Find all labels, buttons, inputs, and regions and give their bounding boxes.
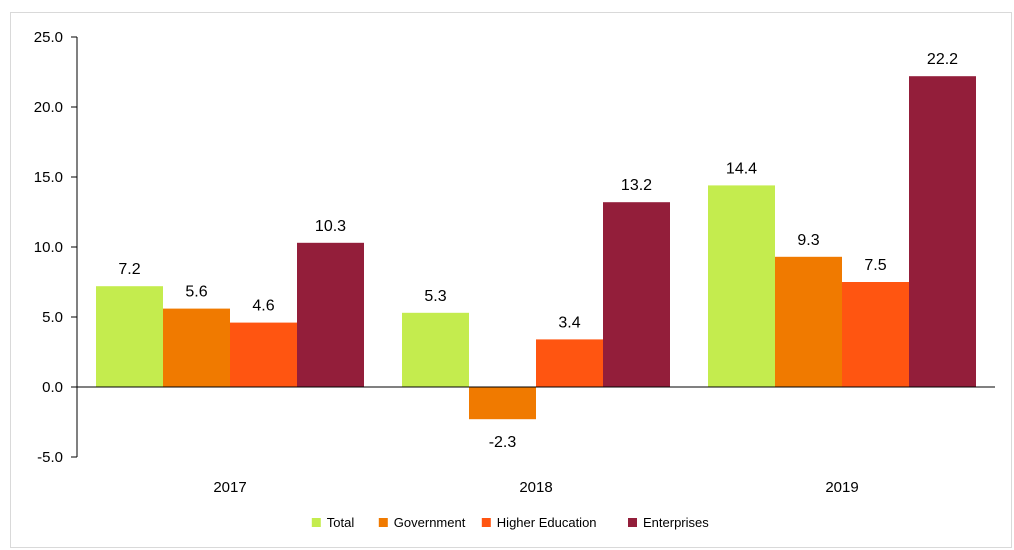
data-label: 13.2 xyxy=(621,177,652,194)
legend-label: Enterprises xyxy=(643,515,709,530)
x-category-label: 2017 xyxy=(213,479,246,496)
y-tick-label: 25.0 xyxy=(34,29,63,46)
data-label: 4.6 xyxy=(252,298,274,315)
bar-total-2017 xyxy=(96,286,163,387)
bar-enterprises-2018 xyxy=(603,202,670,387)
bar-enterprises-2017 xyxy=(297,242,364,387)
y-axis: -5.0 0.0 5.0 10.0 15.0 20.0 25.0 xyxy=(34,29,78,466)
legend-label: Total xyxy=(327,515,355,530)
y-tick-label: 20.0 xyxy=(34,99,63,116)
data-labels: 7.2 5.6 4.6 10.3 5.3 -2.3 3.4 13.2 14.4 9.3 7.5 22.… xyxy=(118,51,958,451)
legend-item: Enterprises xyxy=(628,515,709,530)
data-label: 5.6 xyxy=(185,284,207,301)
bar-total-2018 xyxy=(402,312,469,387)
x-category-label: 2019 xyxy=(825,479,858,496)
x-axis: 2017 2018 2019 xyxy=(77,386,995,496)
legend-item: Government xyxy=(378,515,466,530)
legend-item: Higher Education xyxy=(481,515,597,530)
data-label: 9.3 xyxy=(797,232,819,249)
legend-swatch xyxy=(378,518,388,527)
bar-government-2017 xyxy=(163,308,230,387)
data-label: 7.2 xyxy=(118,261,140,278)
data-label: 7.5 xyxy=(864,257,886,274)
legend-swatch xyxy=(311,518,321,527)
bar-government-2019 xyxy=(775,256,842,387)
legend-label: Higher Education xyxy=(497,515,597,530)
bar-higher-education-2017 xyxy=(230,322,297,387)
data-label: 3.4 xyxy=(558,314,580,331)
chart-frame xyxy=(10,12,1012,548)
data-label: 22.2 xyxy=(927,51,958,68)
legend-label: Government xyxy=(394,515,466,530)
data-label: 14.4 xyxy=(726,160,757,177)
data-label: -2.3 xyxy=(489,434,517,451)
y-tick-label: 5.0 xyxy=(42,309,63,326)
bar-higher-education-2018 xyxy=(536,339,603,387)
bars xyxy=(96,76,976,420)
y-tick-label: -5.0 xyxy=(37,449,63,466)
bar-government-2018 xyxy=(469,387,536,420)
y-tick-label: 15.0 xyxy=(34,169,63,186)
legend: Total Government Higher Education Enterpris… xyxy=(311,515,709,530)
x-category-label: 2018 xyxy=(519,479,552,496)
bar-higher-education-2019 xyxy=(842,282,909,387)
legend-item: Total xyxy=(311,515,355,530)
bar-enterprises-2019 xyxy=(909,76,976,387)
y-tick-label: 10.0 xyxy=(34,239,63,256)
data-label: 10.3 xyxy=(315,218,346,235)
y-tick-label: 0.0 xyxy=(42,379,63,396)
legend-swatch xyxy=(628,518,637,527)
data-label: 5.3 xyxy=(424,288,446,305)
bar-total-2019 xyxy=(708,185,775,387)
legend-swatch xyxy=(481,518,491,527)
